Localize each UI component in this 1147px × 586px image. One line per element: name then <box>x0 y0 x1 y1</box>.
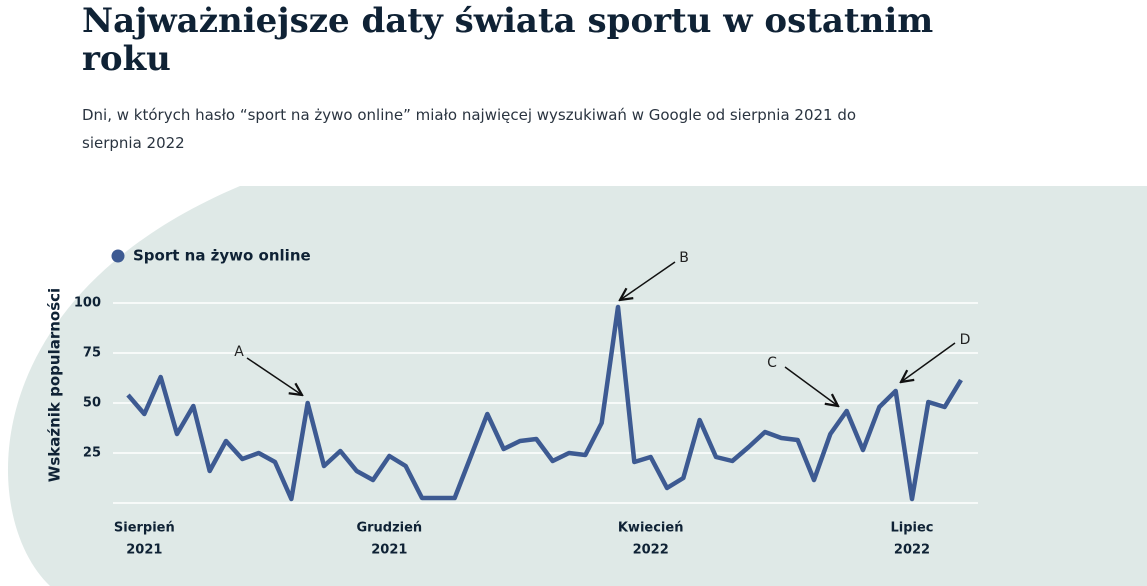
x-tick-label: Grudzień <box>356 521 422 536</box>
title: Najważniejsze daty świata sportu w ostat… <box>82 1 934 79</box>
x-tick-label: Lipiec <box>890 521 933 536</box>
y-axis-label: Wskaźnik popularności <box>46 288 64 482</box>
x-tick-label: 2021 <box>371 543 407 558</box>
legend-marker <box>111 249 125 263</box>
x-tick-label: Kwiecień <box>618 521 684 536</box>
annotation-arrow <box>620 261 676 300</box>
annotation-label: B <box>679 250 689 266</box>
legend-label: Sport na żywo online <box>133 247 311 265</box>
y-tick-label: 50 <box>83 396 101 411</box>
y-tick-label: 100 <box>74 296 101 311</box>
annotation-arrow <box>901 342 956 382</box>
annotation-label: A <box>234 344 244 360</box>
x-tick-label: Sierpień <box>114 521 175 536</box>
data-line <box>126 304 963 502</box>
annotation-label: C <box>767 355 777 371</box>
x-tick-label: 2022 <box>633 543 669 558</box>
y-tick-label: 75 <box>83 346 101 361</box>
x-tick-label: 2021 <box>126 543 162 558</box>
subtitle: Dni, w których hasło “sport na żywo onli… <box>82 106 857 152</box>
annotation-arrow <box>784 366 838 406</box>
x-tick-label: 2022 <box>894 543 930 558</box>
annotation-label: D <box>960 332 971 348</box>
annotation-arrow <box>246 357 302 395</box>
y-tick-label: 25 <box>83 446 101 461</box>
